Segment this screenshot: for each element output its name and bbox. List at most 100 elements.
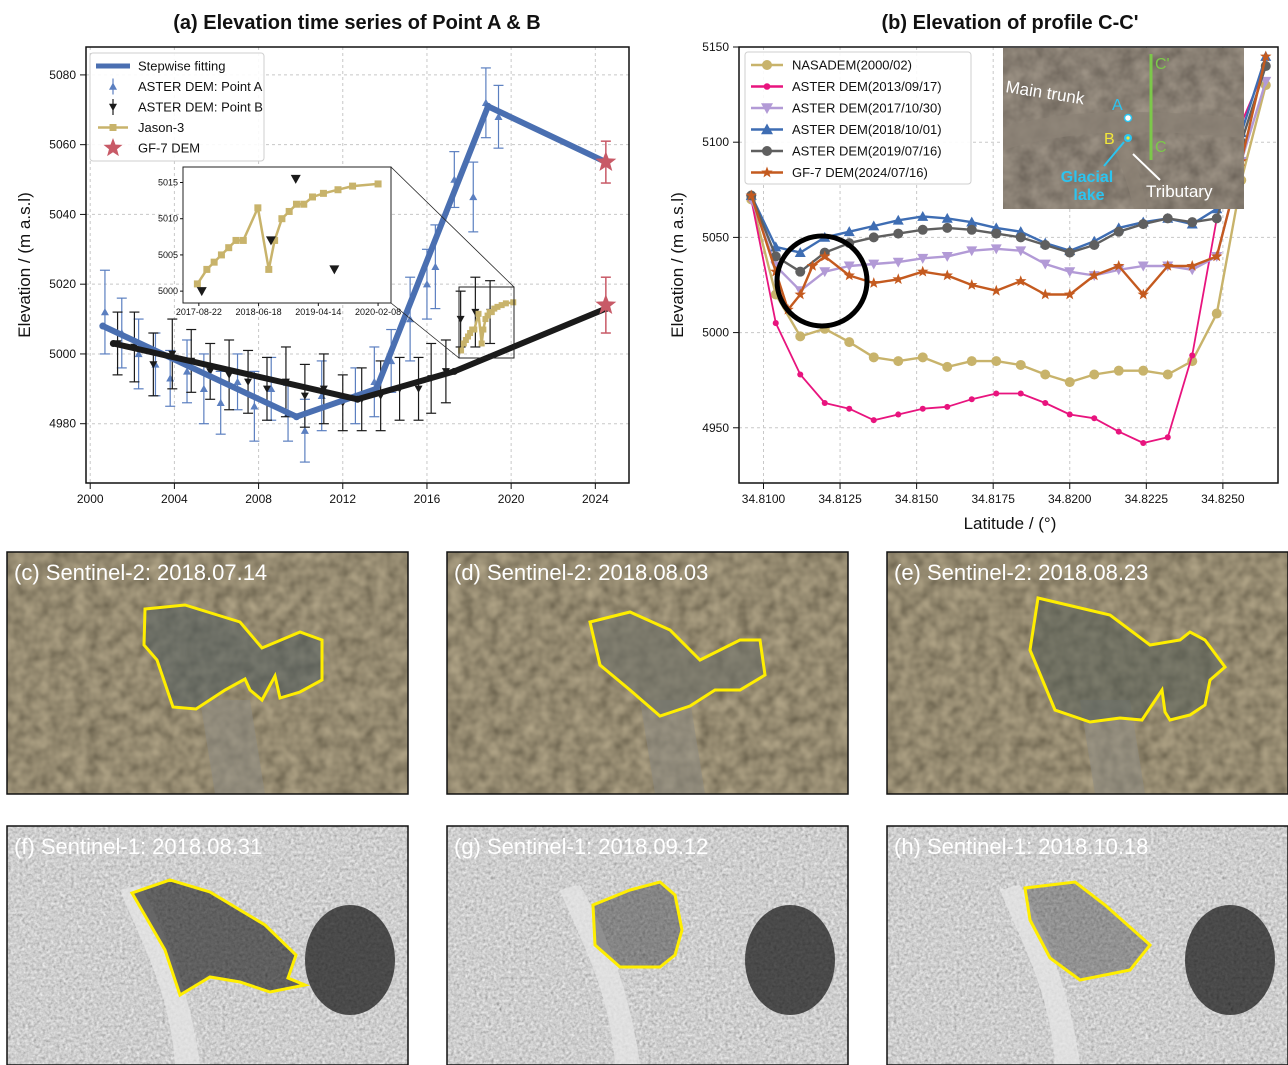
legend-b-label-1: ASTER DEM(2013/09/17): [792, 79, 942, 94]
a-tick-label-x-6: 2024: [582, 492, 609, 506]
chart-a: (a) Elevation time series of Point A & B…: [15, 12, 630, 506]
b-point-1-7: [919, 405, 926, 412]
errpoint-2-23: [494, 112, 503, 120]
legend-b-swatch-4: [762, 146, 772, 156]
a-tick-label-y-3: 5040: [49, 207, 76, 221]
b-point-1-10: [993, 390, 1000, 397]
b-point-1-12: [1042, 400, 1049, 407]
a-tick-label-x-3: 2012: [329, 492, 356, 506]
b-point-1-2: [797, 371, 804, 378]
inset-jason-point-9: [271, 236, 279, 244]
inset-jason-point-3: [217, 251, 225, 259]
chart-a-inset: 5000 5005 5010 5015 2017-08-22 2018-06-18 2019…: [158, 166, 401, 317]
inset-xtick-label-1: 2018-06-18: [236, 307, 282, 317]
panel-f-lake-outline: [129, 878, 311, 998]
b-point-4-9: [966, 224, 977, 235]
b-point-0-10: [991, 356, 1002, 367]
b-point-0-12: [1040, 369, 1051, 380]
jason-point-17: [502, 300, 509, 307]
inset-xtick-label-2: 2019-04-14: [295, 307, 341, 317]
panel-c-frame: [6, 551, 409, 795]
b-point-5-16: [1088, 269, 1100, 281]
legend-b-swatch-1: [763, 83, 771, 90]
b-point-5-12: [990, 284, 1002, 296]
b-tick-label-y-3: 5100: [702, 135, 729, 149]
gf7-star-0: [595, 151, 617, 171]
inset-jason-point-14: [309, 193, 316, 201]
b-point-2-18: [1186, 265, 1198, 276]
b-point-4-14: [1089, 240, 1100, 251]
inset-ytick-label-3: 5015: [158, 177, 178, 187]
legend-b-label-0: NASADEM(2000/02): [792, 58, 912, 73]
fit-node-1-0: [109, 339, 117, 347]
glacial-lake-label-1: Glacial: [1061, 169, 1113, 186]
chart-b-title: (b) Elevation of profile C-C': [882, 12, 1139, 34]
b-tick-label-y-2: 5050: [702, 230, 729, 244]
inset-jason-point-15: [319, 189, 327, 197]
b-point-5-6: [843, 269, 855, 281]
panel-g-label: (g) Sentinel-1: 2018.09.12: [454, 834, 708, 859]
chart-b-xlabel: Latitude / (°): [964, 514, 1057, 533]
b-point-1-15: [1115, 428, 1122, 435]
a-tick-label-y-1: 5000: [49, 347, 76, 361]
b-point-1-4: [846, 405, 853, 412]
inset-xtick-label-3: 2020-02-08: [355, 307, 401, 317]
fit-node-0-1: [292, 413, 300, 421]
b-point-5-21: [1211, 250, 1223, 262]
b-point-5-19: [1162, 260, 1174, 271]
b-point-5-20: [1186, 260, 1198, 271]
b-point-4-13: [1064, 247, 1075, 258]
legend-a-label-3: Jason-3: [138, 120, 184, 135]
b-point-5-18: [1137, 288, 1149, 300]
b-line-0: [750, 84, 1267, 384]
b-point-4-2: [795, 266, 806, 277]
legend-a-swatch-2: [109, 103, 117, 111]
inset-jason-point-8: [265, 265, 273, 273]
b-point-3-9: [966, 216, 978, 227]
b-point-3-6: [892, 214, 904, 225]
b-point-1-16: [1140, 439, 1147, 447]
inset-jason-point-10: [278, 215, 286, 223]
jason-point-13: [488, 309, 495, 316]
highlight-circle: [774, 233, 870, 329]
legend-a-swatch-1: [109, 82, 117, 90]
zoom-connector-top: [390, 166, 515, 288]
jason-point-16: [498, 302, 505, 309]
errpoint-2-21: [469, 192, 478, 201]
b-point-5-15: [1064, 288, 1076, 300]
b-point-4-8: [942, 222, 953, 233]
legend-box-b: [744, 51, 972, 185]
errpoint-2-6: [199, 384, 208, 393]
errpoint-3-16: [414, 385, 423, 393]
inset-content: 5000 5005 5010 5015 2017-08-22 2018-06-18 2019…: [158, 174, 401, 317]
inset-jason-point-12: [292, 200, 300, 208]
b-tick-label-y-4: 5150: [702, 40, 729, 54]
panel-d-label: (d) Sentinel-2: 2018.08.03: [454, 560, 708, 585]
jason-point-7: [475, 310, 482, 317]
chart-b-legend: NASADEM(2000/02) ASTER DEM(2013/09/17) AST…: [744, 51, 972, 185]
tributary-label: Tributary: [1146, 182, 1213, 201]
jason-point-8: [478, 340, 485, 347]
inset-jason-point-6: [239, 236, 247, 244]
b-point-5-5: [819, 250, 831, 262]
b-line-4: [750, 65, 1267, 273]
errpoint-2-7: [216, 398, 225, 406]
b-point-5-3: [794, 288, 806, 300]
b-point-4-11: [1015, 232, 1026, 243]
jason-point-15: [494, 303, 501, 310]
b-point-0-11: [1015, 359, 1026, 370]
panel-h-dark-patch: [1185, 905, 1275, 1015]
errpoint-3-20: [471, 308, 480, 317]
jason-point-14: [491, 305, 498, 312]
b-point-5-23: [1260, 50, 1272, 62]
b-point-0-14: [1089, 369, 1100, 380]
b-point-5-0: [745, 189, 757, 201]
chart-a-ylabel: Elevation / (m a.s.l): [15, 192, 34, 338]
b-tick-label-y-0: 4950: [702, 421, 729, 435]
b-point-0-13: [1064, 377, 1075, 388]
gf7-star-1: [595, 294, 617, 314]
errpoint-2-4: [166, 374, 175, 382]
panel-d-lake-outline: [588, 610, 767, 718]
inset-pointb-2: [290, 174, 301, 184]
b-point-1-11: [1017, 390, 1024, 397]
